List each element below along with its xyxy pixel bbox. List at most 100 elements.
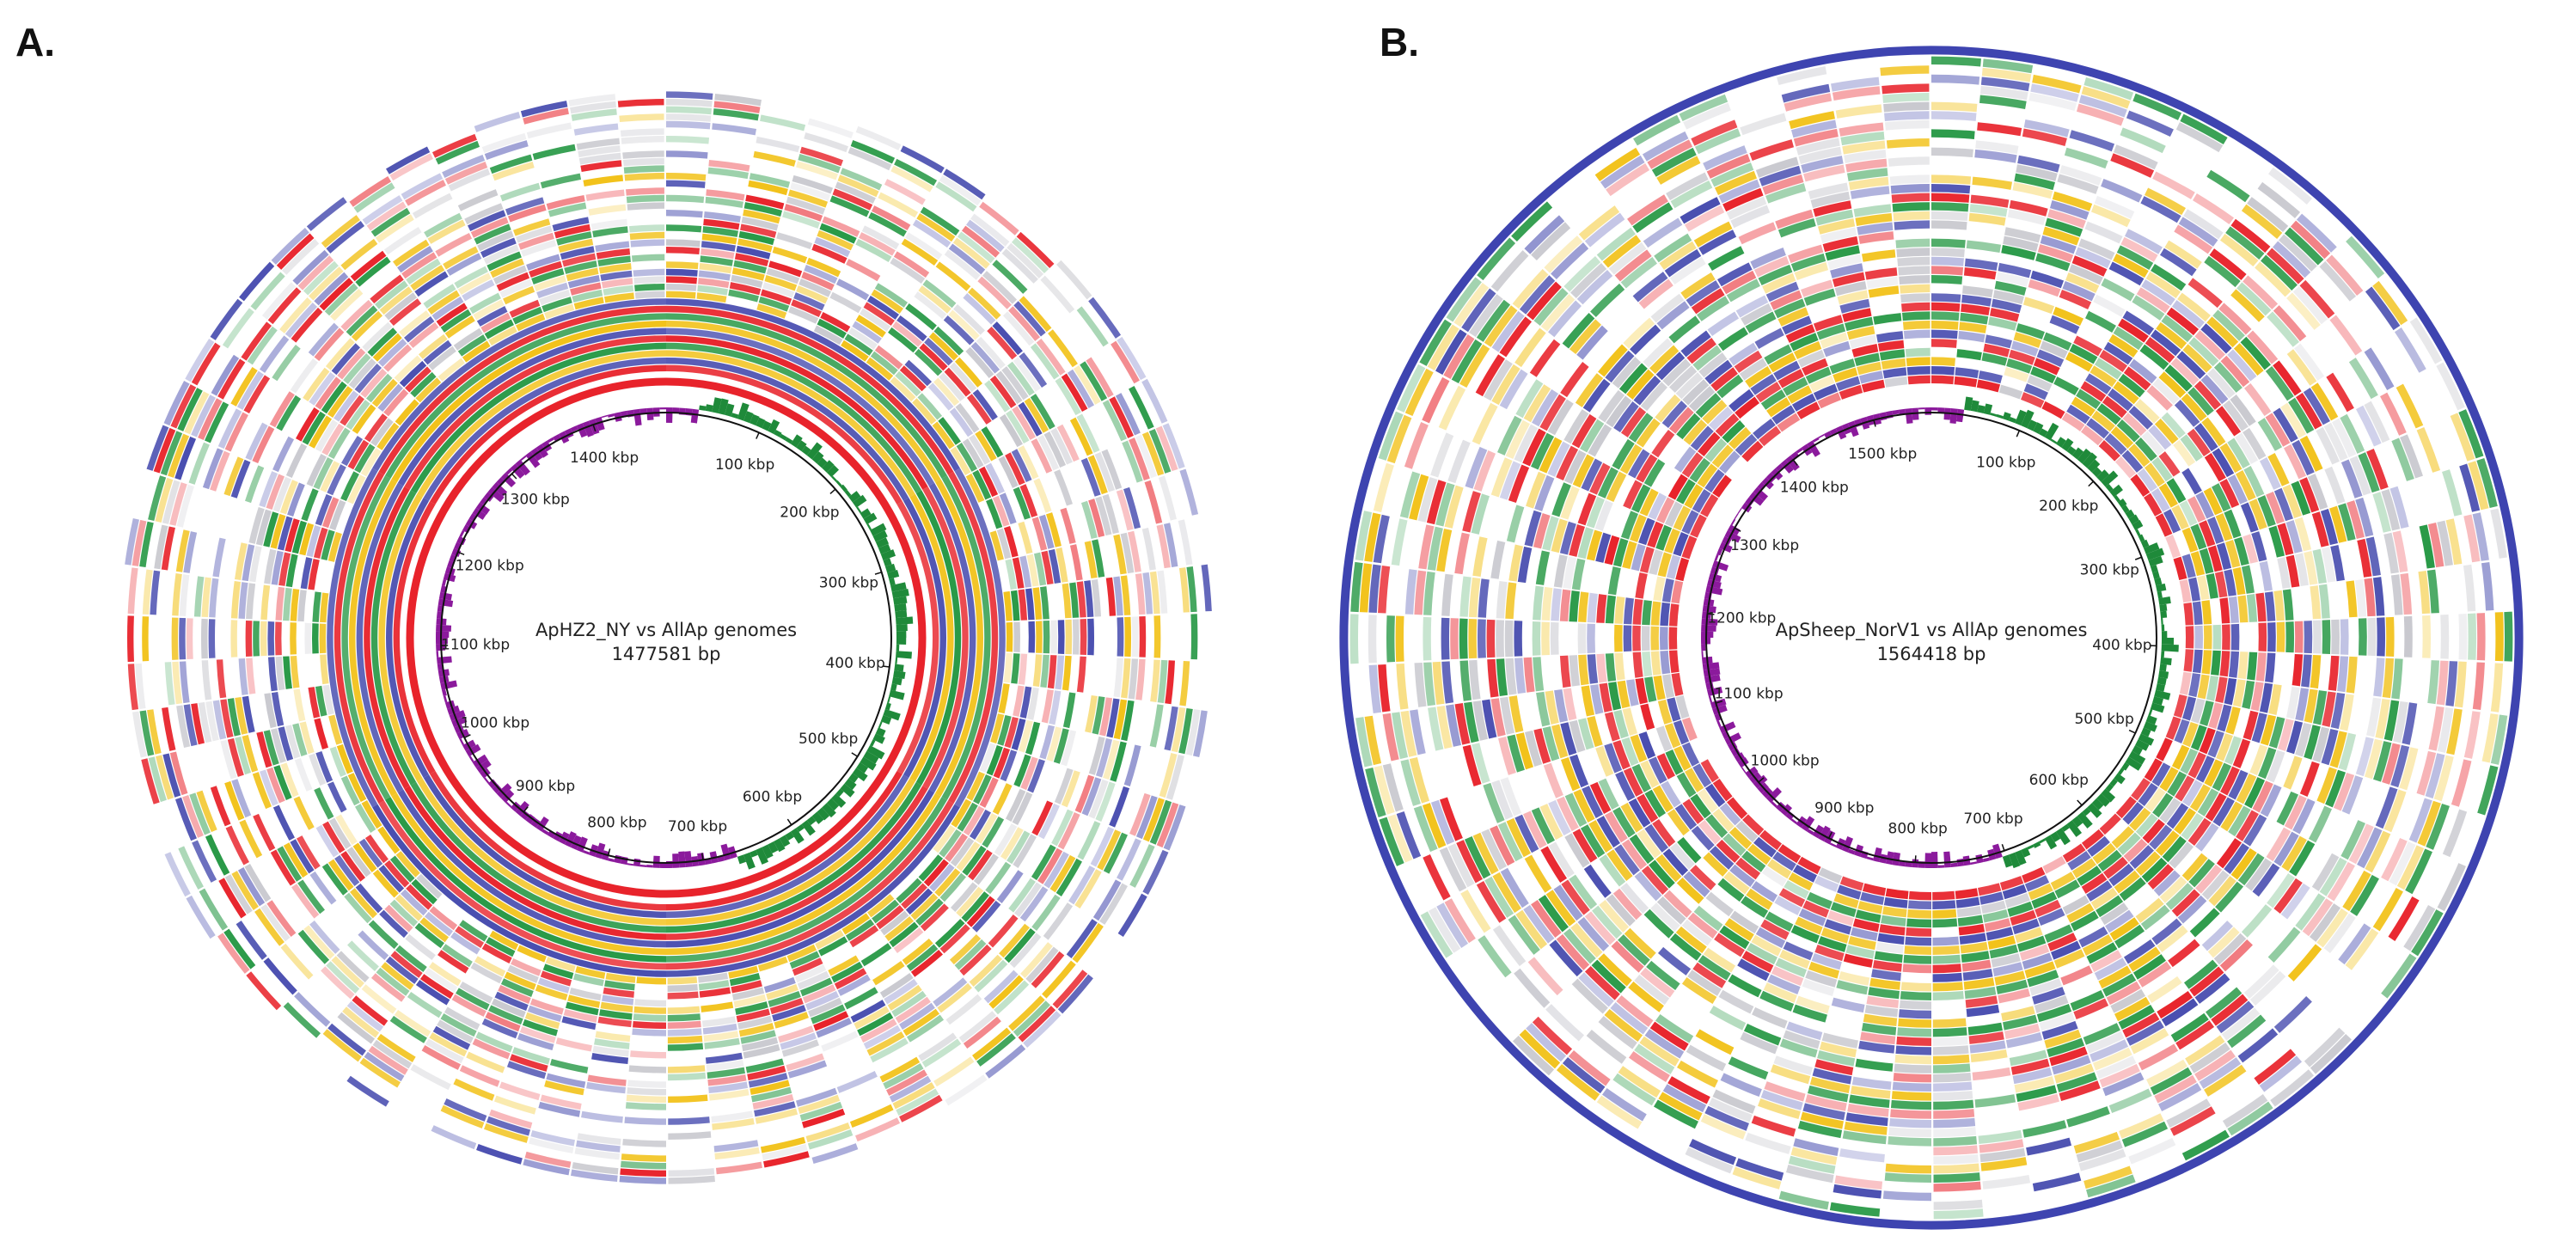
blast-hit-segment	[2273, 360, 2302, 396]
blast-hit-segment	[1638, 517, 1655, 546]
gc-skew-bar	[762, 420, 772, 431]
blast-hit-segment	[1632, 272, 1668, 303]
blast-hit-segment	[891, 990, 927, 1018]
gc-skew-bar	[1741, 502, 1753, 513]
blast-hit-segment	[1008, 878, 1036, 913]
blast-hit-segment	[552, 217, 590, 232]
blast-hit-segment	[939, 372, 965, 401]
tick-mark	[786, 818, 792, 826]
blast-hit-segment	[474, 223, 511, 245]
blast-hit-segment	[1931, 339, 1957, 348]
blast-hit-segment	[384, 797, 666, 963]
blast-hit-segment	[603, 987, 634, 998]
blast-hit-segment	[205, 834, 230, 876]
blast-ring-14	[1550, 256, 2313, 1019]
blast-hit-segment	[2365, 286, 2401, 331]
gc-skew-bar	[2158, 670, 2169, 679]
gc-skew-bar	[487, 486, 505, 503]
blast-hit-segment	[1777, 65, 1827, 86]
blast-hit-segment	[2110, 426, 2134, 449]
blast-hit-segment	[1898, 1018, 1931, 1028]
blast-hit-segment	[417, 350, 666, 498]
blast-hit-segment	[2170, 358, 2200, 386]
blast-hit-segment	[585, 189, 625, 201]
blast-hit-segment	[1604, 811, 1628, 843]
blast-hit-segment	[393, 501, 436, 774]
blast-hit-segment	[917, 393, 943, 420]
blast-hit-segment	[375, 214, 414, 243]
blast-hit-segment	[2100, 902, 2129, 926]
blast-hit-segment	[1673, 745, 1692, 771]
gc-skew-bar	[866, 523, 872, 530]
blast-hit-segment	[816, 1018, 853, 1038]
gc-skew-bar	[1970, 861, 1978, 866]
blast-hit-segment	[666, 804, 960, 977]
blast-hit-segment	[1620, 511, 1639, 540]
blast-hit-segment	[2201, 870, 2230, 900]
blast-hit-segment	[381, 962, 414, 990]
blast-hit-segment	[2146, 1059, 2187, 1087]
tick-label: 1300 kbp	[501, 491, 570, 508]
blast-hit-segment	[321, 529, 335, 560]
blast-hit-segment	[2179, 579, 2192, 603]
blast-hit-segment	[1932, 1036, 1968, 1046]
blast-hit-segment	[570, 101, 616, 114]
blast-hit-segment	[2221, 1007, 2261, 1041]
blast-hit-segment	[484, 319, 514, 339]
blast-hit-segment	[459, 981, 493, 1004]
blast-hit-segment	[359, 1057, 401, 1088]
blast-hit-segment	[1060, 507, 1076, 544]
blast-hit-segment	[1109, 786, 1130, 828]
blast-hit-segment	[347, 439, 370, 470]
blast-hit-segment	[2201, 600, 2212, 625]
blast-hit-segment	[1900, 982, 1931, 992]
blast-hit-segment	[375, 280, 408, 309]
blast-hit-segment	[1638, 278, 1673, 309]
blast-hit-segment	[1124, 616, 1132, 658]
blast-hit-segment	[2321, 547, 2336, 583]
blast-hit-segment	[1545, 690, 1559, 725]
blast-hit-segment	[1649, 1021, 1689, 1051]
blast-hit-segment	[2259, 560, 2273, 591]
blast-hit-segment	[1171, 707, 1186, 753]
blast-hit-segment	[2243, 427, 2267, 460]
blast-hit-segment	[2044, 924, 2073, 943]
blast-hit-segment	[1598, 389, 1625, 423]
blast-hit-segment	[1729, 864, 1755, 887]
blast-hit-segment	[1553, 554, 1568, 588]
blast-hit-segment	[308, 322, 340, 357]
blast-hit-segment	[1599, 900, 1630, 933]
blast-hit-segment	[1095, 781, 1116, 822]
blast-hit-segment	[866, 357, 894, 381]
blast-hit-segment	[1090, 826, 1115, 867]
blast-hit-segment	[912, 398, 937, 425]
blast-hit-segment	[308, 687, 321, 719]
blast-hit-segment	[707, 1074, 747, 1086]
blast-hit-segment	[2201, 650, 2212, 675]
blast-hit-segment	[2017, 155, 2060, 173]
blast-hit-segment	[705, 196, 743, 208]
blast-hit-segment	[997, 715, 1012, 746]
blast-hit-segment	[1640, 703, 1655, 731]
blast-hit-segment	[2126, 110, 2174, 138]
blast-hit-segment	[1820, 227, 1857, 243]
blast-hit-segment	[473, 299, 505, 321]
blast-hit-segment	[2255, 261, 2291, 297]
blast-hit-segment	[1506, 817, 1531, 858]
blast-hit-segment	[792, 957, 823, 976]
blast-hit-segment	[1529, 339, 1561, 377]
blast-hit-segment	[1019, 686, 1032, 719]
blast-hit-segment	[1553, 884, 1583, 921]
blast-hit-segment	[2267, 873, 2295, 908]
blast-hit-segment	[271, 728, 286, 763]
gc-skew-bar	[1780, 459, 1794, 474]
blast-hit-segment	[1899, 275, 1930, 285]
blast-hit-segment	[1025, 588, 1035, 621]
panel-a-label: A.	[15, 20, 55, 64]
blast-hit-segment	[1400, 710, 1417, 757]
blast-hit-segment	[1674, 804, 1698, 830]
blast-hit-segment	[1685, 768, 1704, 792]
blast-hit-segment	[1900, 991, 1931, 1000]
gc-skew-bar	[2002, 854, 2013, 868]
blast-hit-segment	[1906, 927, 1931, 937]
